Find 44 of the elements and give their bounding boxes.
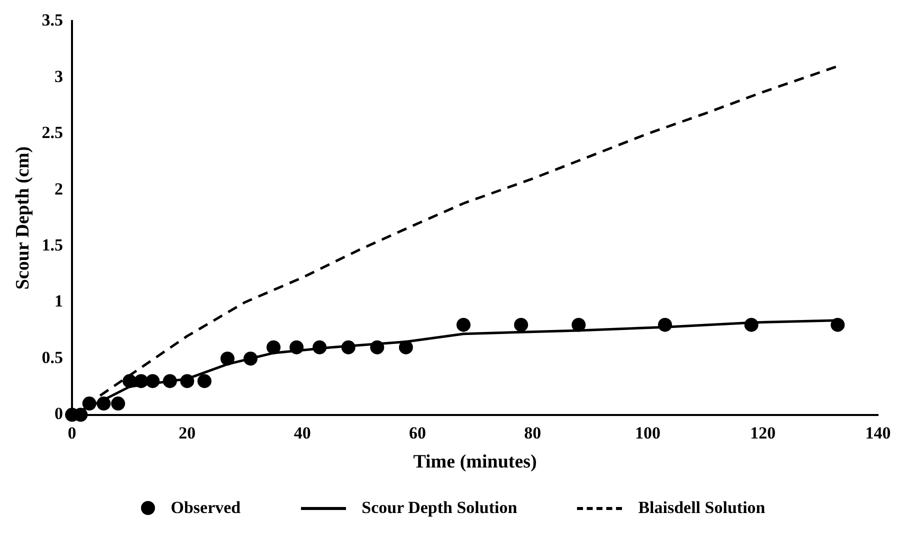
x-tick-label: 40 xyxy=(294,423,311,442)
point xyxy=(266,340,281,354)
point xyxy=(197,374,212,388)
x-tick-label: 140 xyxy=(865,423,891,442)
point xyxy=(398,340,413,354)
legend-label: Scour Depth Solution xyxy=(362,498,518,518)
point xyxy=(146,374,160,388)
y-tick-label: 2 xyxy=(54,179,64,198)
x-tick-label: 20 xyxy=(178,423,196,442)
point xyxy=(341,340,356,354)
point xyxy=(111,396,126,411)
x-tick-label: 100 xyxy=(634,423,660,442)
point xyxy=(572,318,586,332)
y-tick-label: 3 xyxy=(54,66,64,86)
y-tick-label: 0 xyxy=(54,404,64,424)
x-tick-label: 80 xyxy=(524,423,542,442)
point xyxy=(290,340,304,354)
y-axis-title: Scour Depth (cm) xyxy=(12,146,34,290)
point xyxy=(180,374,194,388)
point xyxy=(122,374,137,388)
point xyxy=(134,374,148,388)
point xyxy=(830,318,845,332)
point xyxy=(96,396,111,411)
x-tick-label: 0 xyxy=(68,423,76,442)
y-tick-label: 1 xyxy=(54,292,64,311)
point xyxy=(370,340,384,354)
legend-label: Observed xyxy=(170,498,241,518)
point xyxy=(312,340,327,354)
point xyxy=(744,318,758,332)
y-tick-label: 1.5 xyxy=(42,236,64,255)
point xyxy=(82,396,96,411)
x-axis-title: Time (minutes) xyxy=(413,452,537,473)
point xyxy=(658,318,672,332)
legend-label: Blaisdell Solution xyxy=(638,498,766,518)
y-tick-label: 2.5 xyxy=(42,123,64,142)
x-tick-label: 120 xyxy=(750,423,776,442)
y-tick-label: 0.5 xyxy=(42,348,64,367)
point xyxy=(514,318,528,332)
x-tick-label: 60 xyxy=(408,423,426,442)
point xyxy=(220,352,234,366)
point xyxy=(162,374,177,388)
point xyxy=(244,352,258,366)
y-tick-label: 3.5 xyxy=(42,10,64,30)
point xyxy=(456,318,471,332)
